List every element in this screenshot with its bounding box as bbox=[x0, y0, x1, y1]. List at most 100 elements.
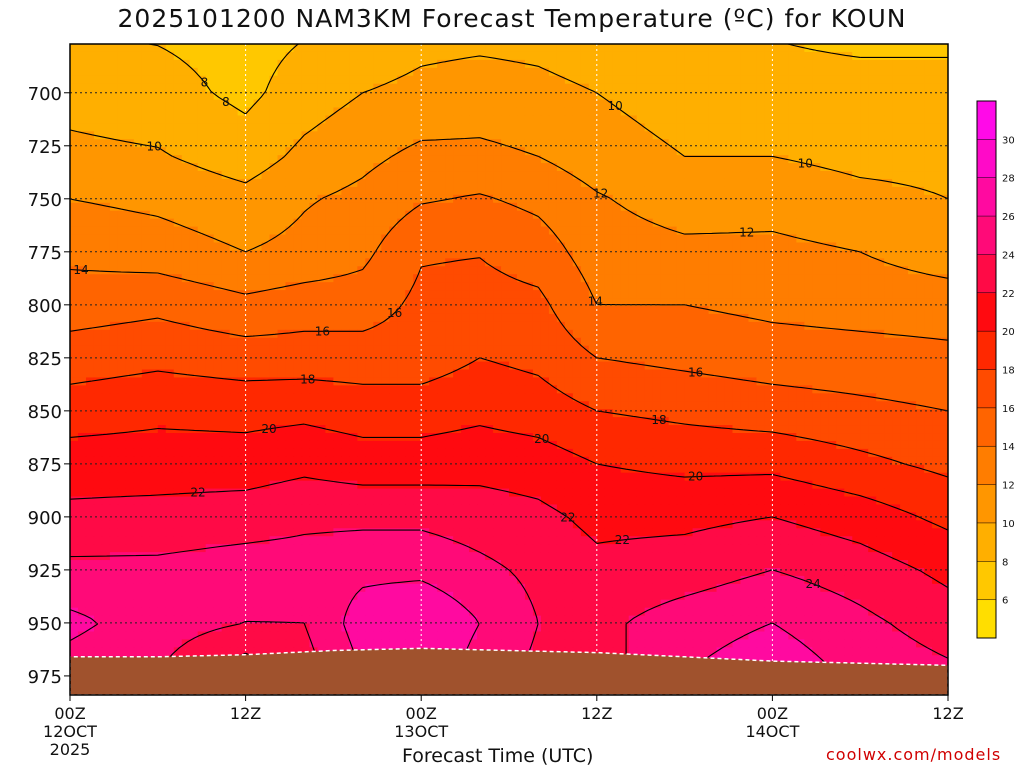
field-cell bbox=[724, 369, 734, 379]
field-cell bbox=[836, 305, 845, 315]
field-cell bbox=[453, 194, 462, 204]
field-cell bbox=[580, 337, 590, 347]
field-cell bbox=[189, 131, 199, 140]
field-cell bbox=[493, 242, 502, 252]
field-cell bbox=[860, 210, 869, 220]
field-cell bbox=[245, 218, 255, 228]
temperature-field bbox=[70, 44, 948, 695]
field-cell bbox=[940, 123, 948, 132]
field-cell bbox=[676, 91, 686, 101]
field-cell bbox=[764, 305, 773, 315]
field-cell bbox=[221, 115, 231, 124]
field-cell bbox=[524, 171, 534, 180]
field-cell bbox=[772, 91, 781, 101]
field-cell bbox=[453, 282, 462, 291]
field-cell bbox=[413, 353, 422, 363]
field-cell bbox=[692, 218, 702, 228]
field-cell bbox=[165, 218, 175, 228]
field-cell bbox=[636, 393, 646, 402]
field-cell bbox=[485, 345, 494, 355]
field-cell bbox=[381, 178, 390, 188]
field-cell bbox=[724, 226, 734, 236]
field-cell bbox=[588, 337, 598, 347]
field-cell bbox=[916, 178, 925, 188]
field-cell bbox=[285, 155, 295, 164]
field-cell bbox=[237, 401, 247, 410]
field-cell bbox=[636, 234, 646, 244]
field-cell bbox=[461, 385, 470, 394]
field-cell bbox=[109, 131, 119, 140]
field-cell bbox=[924, 361, 933, 371]
field-cell bbox=[373, 178, 382, 188]
field-cell bbox=[612, 115, 622, 124]
field-cell bbox=[724, 186, 734, 196]
field-cell bbox=[732, 250, 742, 259]
field-cell bbox=[349, 313, 358, 323]
field-cell bbox=[437, 298, 446, 307]
chart-title: 2025101200 NAM3KM Forecast Temperature (… bbox=[117, 4, 907, 33]
field-cell bbox=[780, 115, 789, 124]
field-cell bbox=[445, 202, 454, 212]
field-cell bbox=[157, 155, 167, 164]
field-cell bbox=[708, 290, 718, 299]
field-cell bbox=[117, 210, 127, 220]
field-cell bbox=[397, 123, 406, 132]
field-cell bbox=[109, 353, 119, 363]
field-cell bbox=[117, 155, 127, 164]
field-cell bbox=[652, 258, 662, 267]
field-cell bbox=[453, 345, 462, 355]
field-cell bbox=[908, 155, 917, 164]
field-cell bbox=[309, 178, 319, 188]
field-cell bbox=[756, 202, 766, 212]
field-cell bbox=[333, 99, 342, 109]
field-cell bbox=[772, 282, 781, 291]
field-cell bbox=[109, 51, 119, 61]
field-cell bbox=[908, 115, 917, 124]
field-cell bbox=[828, 44, 837, 53]
field-cell bbox=[764, 131, 773, 140]
field-cell bbox=[644, 171, 654, 180]
field-cell bbox=[141, 67, 151, 77]
field-cell bbox=[117, 353, 127, 363]
field-cell bbox=[844, 329, 853, 339]
field-cell bbox=[221, 337, 231, 347]
field-cell bbox=[804, 353, 813, 363]
field-cell bbox=[844, 155, 853, 164]
field-cell bbox=[796, 226, 805, 236]
field-cell bbox=[181, 393, 191, 402]
field-cell bbox=[293, 313, 303, 323]
field-cell bbox=[804, 51, 813, 61]
field-cell bbox=[429, 313, 438, 323]
field-cell bbox=[572, 131, 582, 140]
field-cell bbox=[812, 44, 821, 53]
field-cell bbox=[636, 51, 646, 61]
field-cell bbox=[245, 242, 255, 252]
field-cell bbox=[157, 401, 167, 410]
field-cell bbox=[796, 305, 805, 315]
field-cell bbox=[349, 91, 358, 101]
field-cell bbox=[796, 250, 805, 259]
field-cell bbox=[389, 234, 398, 244]
field-cell bbox=[716, 210, 726, 220]
field-cell bbox=[652, 298, 662, 307]
field-cell bbox=[908, 377, 917, 386]
field-cell bbox=[892, 313, 901, 323]
field-cell bbox=[564, 194, 574, 204]
field-cell bbox=[485, 313, 494, 323]
field-cell bbox=[413, 242, 422, 252]
field-cell bbox=[780, 313, 789, 323]
field-cell bbox=[804, 99, 813, 109]
field-cell bbox=[660, 290, 670, 299]
field-cell bbox=[429, 353, 438, 363]
field-cell bbox=[764, 67, 773, 77]
field-cell bbox=[429, 67, 438, 77]
field-cell bbox=[269, 131, 279, 140]
field-cell bbox=[157, 290, 167, 299]
field-cell bbox=[900, 266, 909, 275]
field-cell bbox=[453, 258, 462, 267]
field-cell bbox=[564, 305, 574, 315]
field-cell bbox=[788, 178, 797, 188]
field-cell bbox=[357, 59, 366, 69]
field-cell bbox=[812, 321, 821, 331]
field-cell bbox=[389, 44, 398, 53]
